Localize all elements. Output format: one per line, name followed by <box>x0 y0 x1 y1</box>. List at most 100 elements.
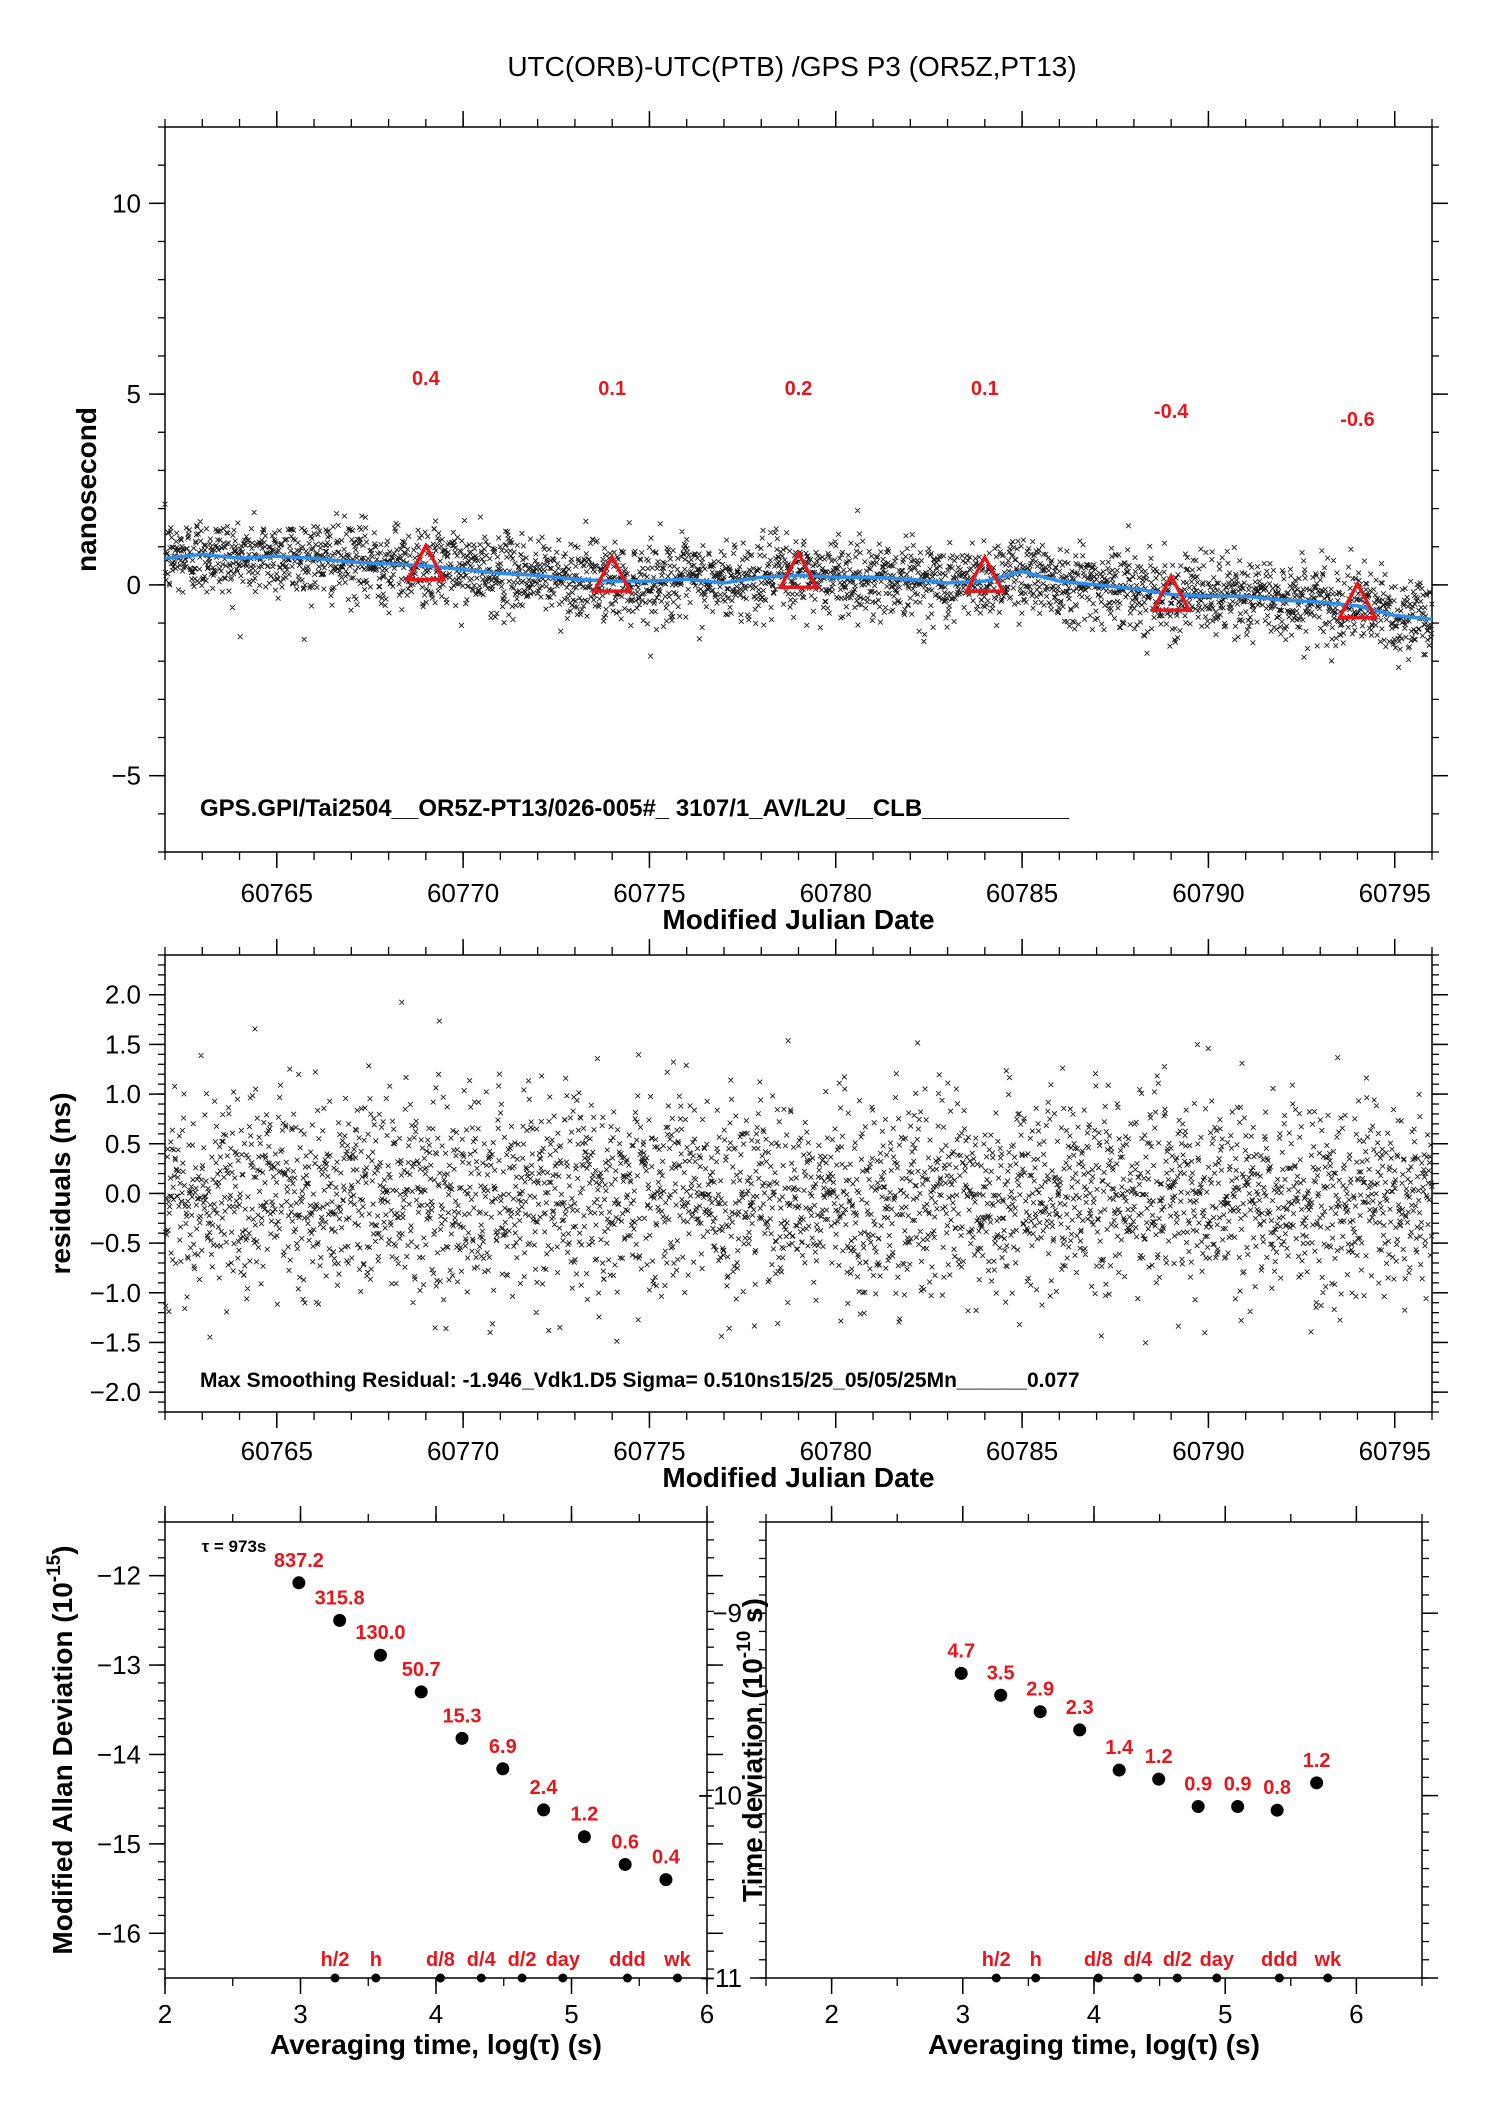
panel4-data-point <box>954 1666 968 1680</box>
panel1-x-axis-label: Modified Julian Date <box>662 904 934 935</box>
panel4-time-marker <box>1093 1973 1103 1983</box>
panel1-triangle-marker <box>1336 580 1379 620</box>
panel4-time-marker-label: d/4 <box>1123 1949 1153 1971</box>
panel4-point-label: 3.5 <box>987 1662 1015 1684</box>
panel3-tau-note: τ = 973s <box>202 1537 267 1556</box>
panel1-smoothing-curve <box>164 552 1433 621</box>
panel2-y-tick-label: 1.0 <box>105 1079 141 1109</box>
panel3-time-marker-label: h <box>370 1949 382 1971</box>
panel4-x-tick-label: 6 <box>1349 1999 1363 2029</box>
panel4-point-label: 1.2 <box>1303 1750 1331 1772</box>
panel1-x-tick-label: 60765 <box>241 878 313 908</box>
panel4-y-tick-label: −11 <box>700 1963 742 1993</box>
panel2-x-tick-label: 60775 <box>613 1436 685 1466</box>
panel3-time-marker-label: h/2 <box>321 1949 350 1971</box>
panel3-x-tick-label: 6 <box>700 1999 714 2029</box>
panel1-x-tick-label: 60770 <box>427 878 499 908</box>
panel2-x-tick-label: 60765 <box>241 1436 313 1466</box>
panel1-x-tick-label: 60775 <box>613 878 685 908</box>
panel1-marker-value-label: 0.4 <box>412 368 441 390</box>
panel3-time-marker <box>622 1973 632 1983</box>
panel4-time-marker <box>1323 1973 1333 1983</box>
panel4-time-marker <box>1031 1973 1041 1983</box>
panel3-y-tick-label: −15 <box>97 1829 141 1859</box>
panel2-y-tick-label: −2.0 <box>90 1377 141 1407</box>
panel3-point-label: 6.9 <box>489 1736 517 1758</box>
panel3-time-marker <box>558 1973 568 1983</box>
panel2-x-tick-label: 60780 <box>800 1436 872 1466</box>
panel1-y-tick-label: −5 <box>111 761 141 791</box>
panel4-time-marker-label: wk <box>1313 1949 1342 1971</box>
panel2-frame <box>164 954 1433 1413</box>
panel3-time-marker-label: d/2 <box>508 1949 537 1971</box>
panel4-y-axis-label: Time deviation (10-10 s) <box>734 1598 768 1902</box>
panel2-y-tick-label: 1.5 <box>105 1029 141 1059</box>
panel4-x-tick-label: 5 <box>1218 1999 1232 2029</box>
panel4-time-marker <box>1274 1973 1284 1983</box>
panel3-data-point <box>455 1731 469 1745</box>
panel2-y-tick-label: 2.0 <box>105 980 141 1010</box>
panel4-time-marker-label: h <box>1030 1949 1042 1971</box>
panel1-x-tick-label: 60795 <box>1359 878 1431 908</box>
panel1-frame <box>164 126 1433 853</box>
panel2-x-tick-label: 60785 <box>986 1436 1058 1466</box>
panel3-x-tick-label: 4 <box>429 1999 443 2029</box>
panel3-x-tick-label: 3 <box>293 1999 307 2029</box>
panel3-point-label: 315.8 <box>315 1587 365 1609</box>
panel2-y-axis-label: residuals (ns) <box>45 1092 76 1274</box>
panel1-triangle-marker <box>963 553 1006 593</box>
panel4-data-point <box>1033 1705 1047 1719</box>
panel4-point-label: 1.2 <box>1145 1746 1173 1768</box>
panel4-time-marker <box>1133 1973 1143 1983</box>
panel3-point-label: 2.4 <box>530 1777 559 1799</box>
panel1-triangle-marker <box>591 553 634 593</box>
panel4-data-point <box>1191 1800 1205 1814</box>
panel3-point-label: 0.6 <box>611 1831 639 1853</box>
panel3-data-point <box>618 1857 632 1871</box>
panel1-marker-value-label: 0.1 <box>971 378 999 400</box>
panel4-data-point <box>1310 1776 1324 1790</box>
panel3-x-axis-label: Averaging time, log(τ) (s) <box>270 2029 602 2060</box>
panel3-x-tick-label: 2 <box>158 1999 172 2029</box>
panel2-x-tick-label: 60790 <box>1172 1436 1244 1466</box>
panel3-data-point <box>537 1803 551 1817</box>
panel1-data-points <box>162 501 1435 671</box>
panel4-time-marker <box>1172 1973 1182 1983</box>
panel4-x-tick-label: 3 <box>956 1999 970 2029</box>
panel4-time-marker-label: h/2 <box>982 1949 1011 1971</box>
panel4-data-point <box>1073 1723 1087 1737</box>
panel4-data-point <box>1152 1772 1166 1786</box>
panel1-triangle-marker <box>1150 572 1193 612</box>
panel4-point-label: 1.4 <box>1105 1737 1134 1759</box>
panel1-note: GPS.GPI/Tai2504__OR5Z-PT13/026-005#_ 310… <box>200 795 1070 822</box>
panel2-y-tick-label: −1.0 <box>90 1278 141 1308</box>
panel4-point-label: 2.3 <box>1066 1697 1094 1719</box>
panel3-frame <box>164 1521 708 1979</box>
panel4-point-label: 0.8 <box>1263 1777 1291 1799</box>
panel3-time-marker-label: wk <box>663 1949 692 1971</box>
panel1-y-axis-label: nanosecond <box>71 407 102 572</box>
panel4-time-marker-label: d/2 <box>1163 1949 1192 1971</box>
panel4-time-marker-label: ddd <box>1261 1949 1298 1971</box>
panel3-time-marker <box>517 1973 527 1983</box>
panel4-x-tick-label: 4 <box>1087 1999 1101 2029</box>
panel4-y-tick-label: −9 <box>712 1598 742 1628</box>
panel3-point-label: 0.4 <box>652 1847 681 1869</box>
panel1-triangle-marker <box>777 549 820 590</box>
panel3-point-label: 15.3 <box>443 1705 482 1727</box>
panel3-time-marker-label: ddd <box>609 1949 646 1971</box>
panel4-data-point <box>994 1688 1008 1702</box>
panel3-data-point <box>659 1873 673 1887</box>
panel1-marker-value-label: -0.4 <box>1154 401 1189 423</box>
panel3-time-marker-label: d/4 <box>467 1949 497 1971</box>
panel4-data-point <box>1231 1800 1245 1814</box>
panel4-data-point <box>1270 1803 1284 1817</box>
panel2-x-tick-label: 60770 <box>427 1436 499 1466</box>
panel-time-difference: 60765 60770 60775 60780 60785 60790 60795 −5 0 5 1… <box>71 111 1448 935</box>
chart-title: UTC(ORB)-UTC(PTB) /GPS P3 (OR5Z,PT13) <box>507 51 1076 82</box>
panel2-y-tick-label: −0.5 <box>90 1228 141 1258</box>
panel3-y-tick-label: −12 <box>97 1561 141 1591</box>
panel2-y-tick-label: 0.0 <box>105 1178 141 1208</box>
panel3-point-label: 130.0 <box>355 1622 405 1644</box>
panel4-time-marker <box>991 1973 1001 1983</box>
